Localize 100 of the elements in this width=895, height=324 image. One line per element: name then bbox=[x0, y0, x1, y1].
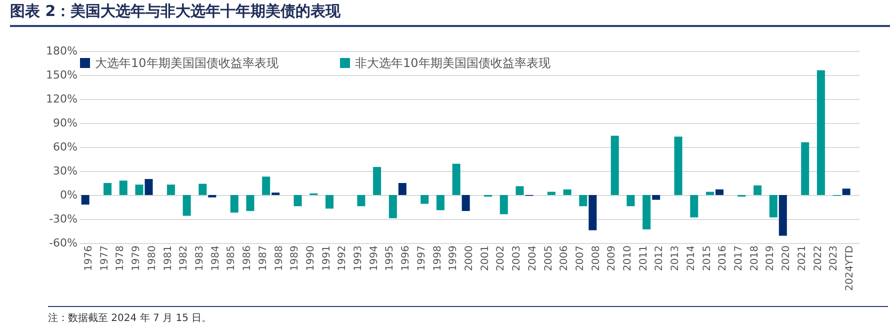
bar bbox=[230, 195, 238, 213]
bar bbox=[388, 195, 397, 218]
x-tick-label: 1996 bbox=[400, 246, 412, 271]
x-tick-label: 1991 bbox=[321, 246, 332, 271]
x-tick-label: 2012 bbox=[654, 246, 666, 271]
x-tick-label: 2000 bbox=[464, 246, 475, 271]
x-tick-label: 1989 bbox=[290, 246, 301, 271]
bar bbox=[754, 185, 762, 195]
x-tick-label: 2023 bbox=[828, 246, 840, 271]
x-tick-label: 1988 bbox=[274, 246, 285, 271]
x-tick-label: 2016 bbox=[718, 246, 729, 271]
x-tick-label: 1987 bbox=[258, 246, 269, 271]
bar bbox=[652, 195, 660, 200]
x-tick-label: 2008 bbox=[590, 246, 602, 271]
x-tick-label: 1993 bbox=[353, 246, 364, 271]
y-tick-label: 90% bbox=[53, 116, 78, 130]
bar bbox=[690, 195, 698, 218]
bar bbox=[500, 195, 508, 214]
x-tick-label: 1992 bbox=[337, 246, 348, 271]
x-tick-label: 2007 bbox=[574, 246, 586, 271]
bar bbox=[626, 195, 635, 206]
x-tick-label: 2018 bbox=[749, 246, 760, 271]
x-tick-label: 1982 bbox=[178, 246, 190, 271]
bar bbox=[769, 195, 778, 218]
x-tick-label: 1979 bbox=[131, 246, 142, 271]
x-tick-label: 2002 bbox=[496, 246, 507, 271]
bar bbox=[436, 195, 444, 210]
y-tick-label: -60% bbox=[49, 236, 78, 250]
legend-label: 非大选年10年期美国国债收益率表现 bbox=[355, 56, 550, 70]
x-tick-label: 2009 bbox=[606, 246, 618, 271]
x-tick-label: 2011 bbox=[638, 246, 650, 271]
x-tick-label: 2001 bbox=[480, 246, 491, 271]
bar bbox=[547, 192, 556, 195]
bar bbox=[81, 195, 90, 205]
text: 注：数据截至 2024 年 7 月 15 日。 bbox=[48, 306, 888, 324]
x-tick-label: 2010 bbox=[622, 246, 634, 271]
x-tick-label: 1981 bbox=[162, 246, 174, 271]
x-tick-label: 1990 bbox=[305, 246, 316, 271]
bar bbox=[801, 142, 810, 195]
x-tick-label: 1976 bbox=[84, 246, 95, 271]
x-tick-label: 2004 bbox=[527, 246, 538, 271]
bar bbox=[198, 184, 207, 195]
x-tick-label: 1978 bbox=[115, 246, 126, 271]
x-tick-label: 1997 bbox=[416, 246, 428, 271]
bar bbox=[294, 195, 302, 206]
x-tick-label: 1985 bbox=[226, 246, 238, 271]
bar bbox=[166, 184, 175, 195]
x-tick-label: 2024YTD bbox=[844, 245, 856, 291]
bar bbox=[516, 186, 524, 195]
x-tick-label: 2022 bbox=[812, 246, 824, 271]
bar bbox=[706, 192, 714, 195]
bar bbox=[715, 189, 724, 195]
x-tick-label: 2017 bbox=[734, 246, 745, 271]
y-tick-label: 120% bbox=[46, 92, 78, 106]
bar bbox=[563, 189, 572, 195]
y-tick-label: 150% bbox=[46, 68, 78, 82]
x-tick-label: 2006 bbox=[559, 246, 570, 271]
x-tick-label: 1980 bbox=[146, 246, 158, 271]
x-tick-label: 1977 bbox=[99, 246, 110, 271]
y-tick-label: 0% bbox=[60, 188, 78, 202]
x-tick-label: 1998 bbox=[432, 246, 444, 271]
x-tick-label: 2020 bbox=[781, 246, 792, 271]
y-tick-label: -30% bbox=[49, 212, 78, 226]
x-tick-label: 2003 bbox=[512, 246, 523, 271]
legend-label: 大选年10年期美国国债收益率表现 bbox=[95, 56, 278, 70]
bar bbox=[842, 188, 850, 195]
bar bbox=[357, 195, 366, 206]
x-tick-label: 2019 bbox=[765, 246, 776, 271]
bar bbox=[182, 195, 191, 216]
bar bbox=[135, 184, 144, 195]
bar bbox=[104, 183, 112, 195]
bar bbox=[579, 195, 588, 206]
bar bbox=[144, 179, 153, 195]
x-tick-label: 1999 bbox=[448, 246, 460, 271]
bar bbox=[674, 136, 682, 195]
bar bbox=[373, 167, 382, 195]
bar bbox=[462, 195, 470, 211]
x-tick-label: 1986 bbox=[242, 246, 254, 271]
bar bbox=[119, 180, 128, 195]
bar bbox=[588, 195, 597, 230]
x-tick-label: 2013 bbox=[670, 246, 682, 271]
y-tick-label: 180% bbox=[46, 44, 78, 58]
x-tick-label: 1984 bbox=[210, 246, 222, 271]
bar bbox=[325, 195, 334, 209]
bar bbox=[778, 195, 787, 236]
chart-title: 图表 2：美国大选年与非大选年十年期美债的表现 bbox=[10, 2, 890, 27]
bar bbox=[398, 183, 406, 195]
x-tick-label: 1995 bbox=[384, 246, 396, 271]
bar bbox=[452, 164, 460, 195]
x-tick-label: 2015 bbox=[702, 246, 713, 271]
x-tick-label: 1983 bbox=[194, 246, 206, 271]
y-tick-label: 60% bbox=[53, 140, 78, 154]
bar bbox=[246, 195, 254, 211]
bar bbox=[262, 176, 270, 195]
bar bbox=[420, 195, 429, 204]
y-tick-label: 30% bbox=[53, 164, 78, 178]
bar bbox=[816, 70, 825, 195]
x-tick-label: 1994 bbox=[368, 246, 380, 271]
bar bbox=[642, 195, 651, 230]
bar bbox=[610, 136, 619, 195]
